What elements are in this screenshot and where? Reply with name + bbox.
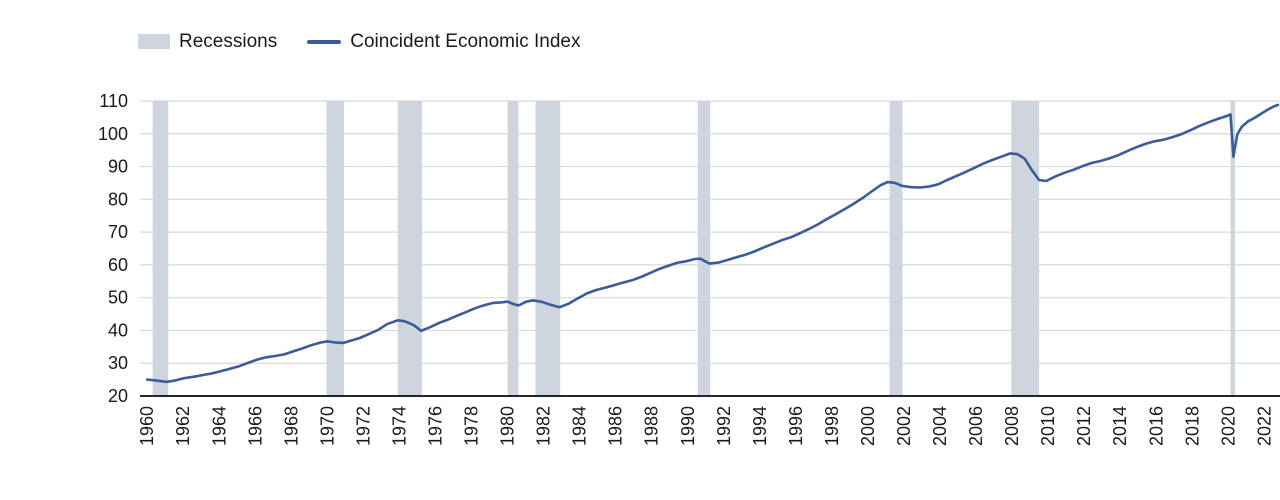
x-tick-label: 2022 <box>1254 406 1274 446</box>
x-tick-label: 2014 <box>1110 406 1130 446</box>
recession-band <box>1011 101 1040 396</box>
legend-label-recessions: Recessions <box>179 31 278 52</box>
x-tick-label: 2008 <box>1002 406 1022 446</box>
y-tick-label: 40 <box>108 320 128 340</box>
y-tick-label: 110 <box>99 91 128 111</box>
x-tick-label: 2016 <box>1146 406 1166 446</box>
x-tick-label: 1992 <box>714 406 734 446</box>
y-tick-label: 20 <box>108 386 128 406</box>
x-tick-label: 1982 <box>534 406 554 446</box>
x-tick-label: 2018 <box>1182 406 1202 446</box>
plot-svg: 20 30 40 50 60 70 80 90 100 110 1960 1962 1964 1966 19… <box>98 91 1280 446</box>
y-tick-label: 70 <box>108 222 128 242</box>
x-tick-label: 1972 <box>353 406 373 446</box>
recession-band <box>507 101 519 396</box>
legend-item-recessions: Recessions <box>138 32 277 51</box>
x-tick-label: 1976 <box>426 406 446 446</box>
x-tick-label: 2000 <box>858 406 878 446</box>
x-tick-label: 1994 <box>750 406 770 446</box>
chart-legend: Recessions Coincident Economic Index <box>138 32 580 51</box>
x-tick-label: 2012 <box>1074 406 1094 446</box>
x-tick-label: 1986 <box>606 406 626 446</box>
y-tick-label: 80 <box>108 189 128 209</box>
x-tick-label: 2004 <box>930 406 950 446</box>
x-tick-label: 1974 <box>389 406 409 446</box>
x-tick-label: 1968 <box>281 406 301 446</box>
legend-item-coincident-index: Coincident Economic Index <box>307 32 580 51</box>
recession-band <box>535 101 561 396</box>
x-tick-label: 2002 <box>894 406 914 446</box>
x-tick-label: 1966 <box>245 406 265 446</box>
y-tick-label: 60 <box>108 255 128 275</box>
x-tick-label: 1984 <box>570 406 590 446</box>
recession-band <box>397 101 422 396</box>
x-tick-label: 1988 <box>642 406 662 446</box>
x-tick-label: 1996 <box>786 406 806 446</box>
legend-label-coincident-index: Coincident Economic Index <box>350 31 581 52</box>
x-tick-label: 1964 <box>209 406 229 446</box>
x-tick-label: 1990 <box>678 406 698 446</box>
recession-band <box>326 101 344 396</box>
x-tick-label: 1962 <box>173 406 193 446</box>
recession-band <box>1230 101 1236 396</box>
y-tick-label: 90 <box>108 157 128 177</box>
x-tick-label: 1970 <box>317 406 337 446</box>
x-tick-label: 2006 <box>966 406 986 446</box>
x-tick-label: 1978 <box>462 406 482 446</box>
x-tick-label: 2010 <box>1038 406 1058 446</box>
recession-band <box>889 101 903 396</box>
x-tick-label: 2020 <box>1218 406 1238 446</box>
recession-band <box>697 101 711 396</box>
recession-band-swatch <box>138 34 170 49</box>
x-tick-label: 1960 <box>137 406 157 446</box>
coincident-index-line <box>145 103 1280 384</box>
recession-band <box>152 101 169 396</box>
y-tick-label: 100 <box>98 124 128 144</box>
coincident-economic-index-chart: Recessions Coincident Economic Index 20 3… <box>40 16 1280 500</box>
x-tick-label: 1998 <box>822 406 842 446</box>
x-tick-label: 1980 <box>498 406 518 446</box>
y-tick-label: 50 <box>108 288 128 308</box>
coincident-index-line-swatch <box>307 39 342 44</box>
y-tick-label: 30 <box>108 353 128 373</box>
